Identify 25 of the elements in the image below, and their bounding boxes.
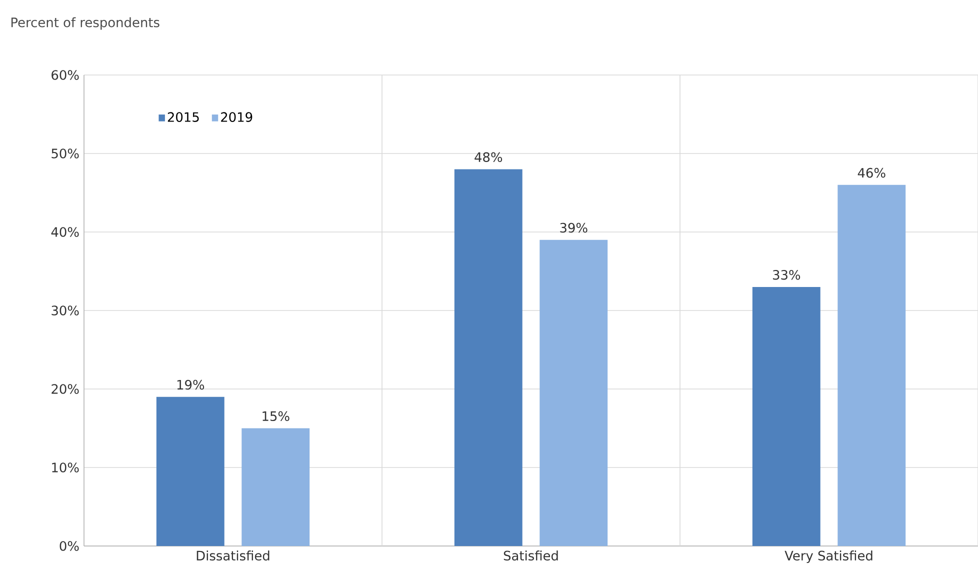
data-label: 46%: [858, 168, 886, 178]
bar: [242, 428, 310, 546]
y-tick-label: 30%: [52, 306, 79, 316]
bar: [156, 396, 224, 546]
data-label: 39%: [560, 222, 588, 233]
legend-label: 2019: [221, 112, 252, 122]
y-tick-label: 10%: [52, 462, 79, 472]
x-tick-label: Dissatisfied: [196, 550, 270, 561]
y-tick-label: 40%: [51, 227, 79, 237]
y-tick-label: 0%: [60, 541, 79, 551]
y-axis-title: Percent of respondents: [11, 17, 160, 30]
x-tick-label: Very Satisfied: [784, 550, 872, 564]
data-label: 33%: [772, 270, 800, 280]
data-label: 15%: [262, 411, 290, 422]
bar: [838, 184, 906, 546]
x-tick-label: Satisfied: [504, 550, 558, 561]
y-tick-label: 20%: [52, 384, 79, 394]
data-label: 19%: [177, 380, 204, 390]
legend-label: 2015: [168, 112, 199, 122]
bar: [454, 169, 522, 546]
bar: [752, 286, 820, 546]
data-label: 48%: [474, 152, 502, 162]
bar: [540, 240, 608, 546]
y-tick-label: 60%: [52, 70, 79, 80]
y-tick-label: 50%: [52, 148, 79, 158]
